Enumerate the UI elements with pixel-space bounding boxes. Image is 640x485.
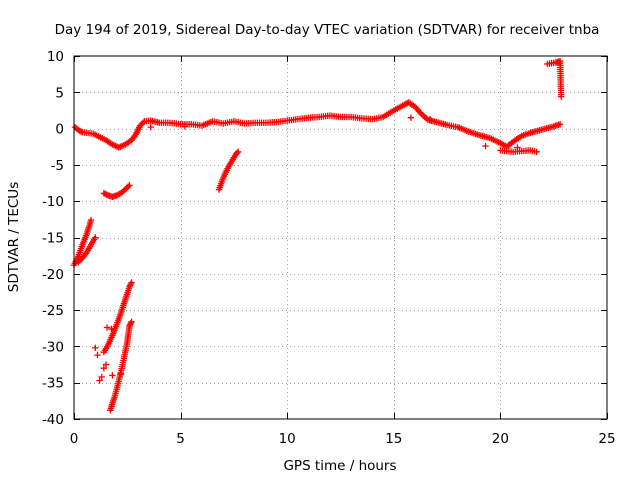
arc-2-point — [113, 192, 120, 199]
outliers-point — [103, 324, 111, 331]
x-tick-label: 10 — [279, 431, 296, 447]
arc-2-point — [121, 186, 129, 193]
y-tick-label: -20 — [42, 267, 64, 283]
arc-2-point — [124, 183, 132, 190]
steep-arc-3-point — [126, 283, 133, 291]
steep-arc-2-point — [75, 258, 82, 266]
outliers-point — [181, 123, 189, 130]
arc-2-point — [102, 190, 109, 198]
arc-2-point — [103, 191, 110, 198]
steep-arc-4-point — [126, 322, 133, 330]
grid — [74, 56, 608, 420]
main-arc-point — [136, 122, 144, 129]
outliers-point — [98, 373, 105, 381]
y-tick-label: -10 — [42, 194, 64, 210]
outliers-point — [94, 351, 101, 359]
chart-title: Day 194 of 2019, Sidereal Day-to-day VTE… — [55, 22, 600, 38]
y-tick-label: -30 — [42, 339, 64, 355]
outliers-point — [147, 123, 154, 131]
main-arc-point — [139, 119, 147, 126]
main-arc-point — [417, 109, 424, 116]
main-arc-point — [401, 101, 408, 108]
main-arc-point — [77, 128, 85, 135]
y-tick-label: -25 — [42, 303, 64, 319]
x-tick-label: 25 — [598, 431, 615, 447]
arc-2-point — [100, 190, 108, 197]
y-tick-label: 5 — [55, 85, 64, 101]
outliers-point — [102, 361, 110, 368]
arc-2-point — [114, 191, 122, 198]
y-tick-label: -35 — [42, 376, 64, 392]
tick-labels: 0 5 10 15 20 25 -40 -35 -30 -25 -20 -15 -10 -5 0 5 10 — [42, 49, 616, 447]
outliers-point — [482, 142, 489, 150]
y-tick-label: 10 — [47, 49, 64, 65]
y-tick-label: 0 — [55, 122, 64, 138]
arc-5-point — [557, 93, 565, 100]
steep-arc-2-point — [82, 250, 89, 257]
arc-2-point — [123, 184, 130, 192]
x-tick-label: 15 — [385, 431, 402, 447]
outliers-point — [100, 364, 108, 372]
y-axis-label: SDTVAR / TECUs — [6, 182, 22, 292]
steep-arc-4-point — [127, 319, 135, 327]
arc-3-point — [233, 149, 241, 157]
plot-frame — [73, 55, 608, 420]
main-arc-point — [138, 121, 145, 128]
steep-arc-4-point — [126, 321, 134, 328]
arc-4-point — [533, 148, 540, 156]
main-arc-point — [76, 127, 83, 134]
y-tick-label: -5 — [51, 158, 64, 174]
y-tick-label: -15 — [42, 231, 64, 247]
outliers-point — [117, 370, 125, 378]
outliers-point — [92, 344, 99, 352]
outliers-point — [96, 377, 103, 384]
x-tick-label: 5 — [176, 431, 185, 447]
steep-arc-4-point — [128, 318, 135, 325]
main-arc-point — [75, 126, 82, 134]
steep-arc-1-point — [87, 216, 95, 224]
steep-arc-3-point — [128, 279, 135, 286]
steep-arc-3-point — [126, 282, 134, 289]
outliers-point — [514, 144, 521, 151]
steep-arc-3-point — [127, 280, 135, 288]
outliers-point — [426, 115, 434, 123]
steep-arc-2-point — [92, 234, 99, 241]
x-tick-label: 20 — [492, 431, 509, 447]
x-axis-label: GPS time / hours — [283, 458, 396, 474]
main-arc-point — [556, 121, 564, 128]
outliers-point — [407, 114, 415, 121]
outliers-point — [109, 372, 116, 379]
arc-3-point — [234, 148, 242, 156]
arc-2-point — [126, 182, 133, 189]
data-points — [70, 57, 565, 414]
steep-arc-2-point — [76, 257, 83, 264]
y-tick-label: -40 — [42, 412, 64, 428]
outliers-point — [108, 325, 115, 333]
x-tick-label: 0 — [70, 431, 79, 447]
